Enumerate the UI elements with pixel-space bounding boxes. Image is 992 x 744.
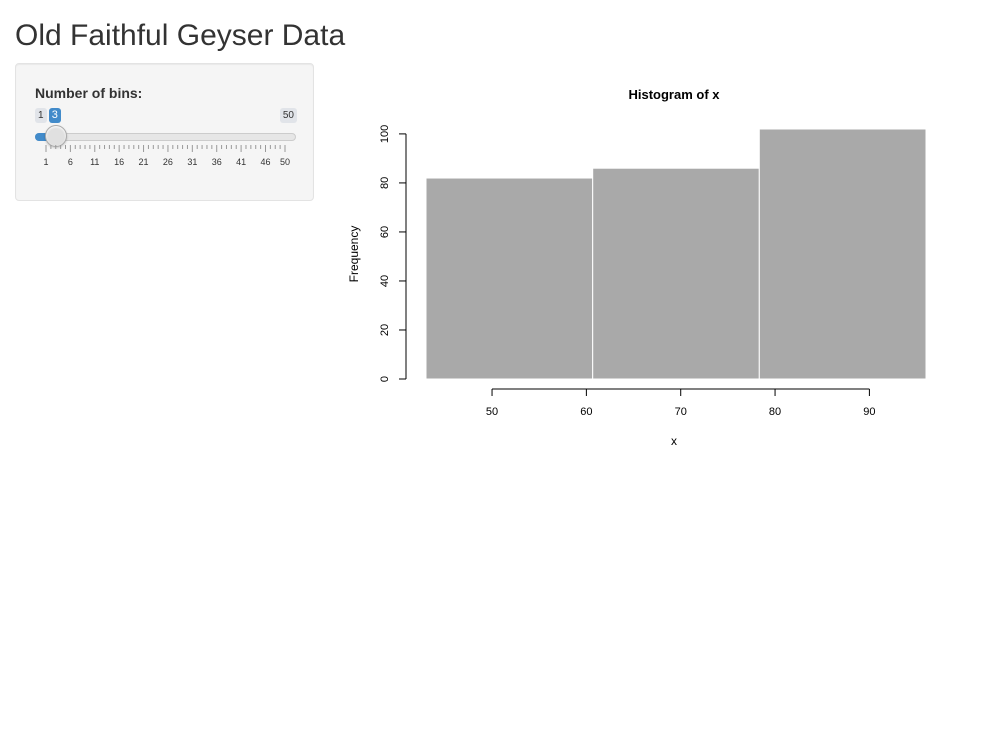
slider-tick-label: 41 — [236, 157, 246, 167]
histogram-bar — [425, 177, 594, 380]
slider-tick-label: 16 — [114, 157, 124, 167]
slider-tick-label: 1 — [43, 157, 48, 167]
slider-tick-label: 36 — [212, 157, 222, 167]
slider-tick-label: 26 — [163, 157, 173, 167]
slider-max-badge: 50 — [279, 108, 297, 123]
x-tick-label: 50 — [486, 406, 498, 418]
chart-x-axis-label: x — [671, 434, 677, 448]
histogram-plot: Histogram of x Frequency x 0 20 40 60 80 100 5… — [330, 63, 980, 463]
slider-tick-label: 6 — [68, 157, 73, 167]
chart-title: Histogram of x — [628, 87, 720, 102]
x-tick-label: 80 — [769, 406, 781, 418]
slider-tick-label: 46 — [260, 157, 270, 167]
bins-slider-label: Number of bins: — [35, 85, 143, 101]
slider-min-badge: 1 — [35, 108, 47, 123]
x-tick-label: 90 — [863, 406, 875, 418]
chart-y-axis-label: Frequency — [347, 226, 361, 283]
slider-tick-label: 21 — [139, 157, 149, 167]
bins-slider[interactable]: 1 50 3 1 6 11 16 21 26 31 36 41 46 50 — [35, 108, 297, 168]
slider-value-badge: 3 — [48, 108, 61, 123]
x-tick-label: 70 — [675, 406, 687, 418]
y-tick-label: 80 — [379, 177, 391, 189]
histogram-bar — [592, 167, 760, 380]
y-tick-label: 0 — [379, 376, 391, 382]
histogram-bar — [758, 128, 927, 380]
slider-track[interactable] — [35, 133, 296, 141]
y-tick-label: 100 — [379, 125, 391, 143]
histogram-svg: Histogram of x Frequency x 0 20 40 60 80 100 5… — [347, 87, 927, 448]
y-tick-label: 60 — [379, 226, 391, 238]
slider-tick-label: 50 — [280, 157, 290, 167]
slider-tick-label: 11 — [90, 157, 99, 167]
page-title: Old Faithful Geyser Data — [15, 19, 346, 52]
slider-tick-label: 31 — [187, 157, 197, 167]
x-tick-label: 60 — [580, 406, 592, 418]
y-tick-label: 20 — [379, 324, 391, 336]
slider-tick-scale: 1 6 11 16 21 26 31 36 41 46 50 — [43, 145, 290, 167]
sidebar-panel: Number of bins: 1 50 3 1 6 11 16 21 26 31 36 41 4… — [15, 63, 314, 201]
y-tick-label: 40 — [379, 275, 391, 287]
